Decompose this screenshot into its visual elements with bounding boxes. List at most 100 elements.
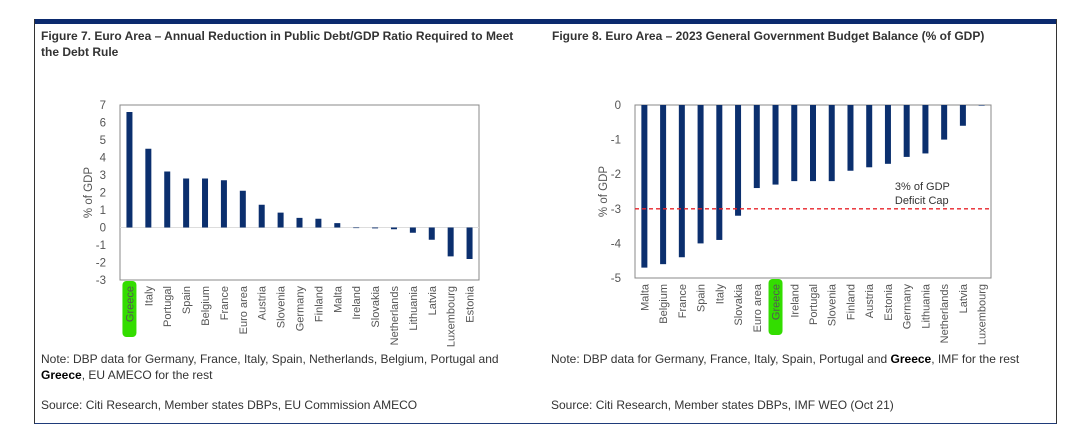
- chart1-y-tick-label: 0: [100, 223, 106, 235]
- chart2-x-tick-label: Latvia: [958, 283, 970, 313]
- chart1-bar-belgium: [202, 178, 209, 228]
- chart2-bar-malta: [641, 105, 648, 268]
- chart1-bar-portugal: [164, 171, 171, 228]
- chart2-note: Note: DBP data for Germany, France, Ital…: [551, 351, 1051, 367]
- chart1-x-tick-label: Estonia: [465, 285, 477, 323]
- chart2-x-tick-label: Finland: [845, 284, 857, 320]
- chart1-x-tick-label: Malta: [332, 285, 344, 313]
- chart1-title: Figure 7. Euro Area – Annual Reduction i…: [41, 29, 514, 59]
- chart2-bar-spain: [697, 105, 704, 244]
- chart2-y-tick-label: -2: [611, 169, 621, 181]
- chart1-x-tick-label: Luxembourg: [446, 286, 458, 347]
- chart2-bar-germany: [903, 105, 910, 157]
- chart1-source: Source: Citi Research, Member states DBP…: [41, 398, 418, 412]
- chart2-bar-netherlands: [941, 105, 948, 140]
- chart1-x-tick-label: Latvia: [427, 285, 439, 315]
- chart1-bar-slovenia: [277, 212, 284, 228]
- chart2-bar-ireland: [791, 105, 798, 182]
- chart2-x-tick-label: Austria: [864, 283, 876, 318]
- chart1-x-tick-label: France: [219, 286, 231, 320]
- chart2-x-tick-label: Slovenia: [827, 283, 839, 326]
- chart2-x-tick-label: Malta: [639, 283, 651, 311]
- chart1-bar-lithuania: [409, 227, 416, 233]
- chart1-y-tick-label: -3: [96, 275, 106, 287]
- chart2-bar-austria: [866, 105, 873, 168]
- chart2-bar-latvia: [959, 105, 966, 126]
- chart2-note-suffix: , IMF for the rest: [931, 352, 1020, 366]
- chart2-bar-euro-area: [753, 105, 760, 189]
- chart2-bar-france: [678, 105, 685, 258]
- chart2-x-tick-label: Estonia: [883, 283, 895, 321]
- chart1-bar-italy: [145, 148, 152, 228]
- chart1-x-tick-label: Finland: [313, 286, 325, 322]
- chart2-x-tick-label: Euro area: [752, 283, 764, 332]
- chart2-reference-label-line1: 3% of GDP: [895, 181, 950, 193]
- chart1-x-tick-label: Slovakia: [370, 285, 382, 327]
- chart1-bar-finland: [315, 218, 322, 228]
- chart2-note-bold: Greece: [890, 352, 932, 366]
- chart1-bar-france: [220, 180, 227, 228]
- chart1-x-tick-label: Portugal: [162, 286, 174, 327]
- chart2-x-tick-label: France: [677, 284, 689, 318]
- chart1-y-axis-label: % of GDP: [83, 167, 95, 218]
- chart1-x-tick-label: Spain: [181, 286, 193, 314]
- chart2-bar-finland: [847, 105, 854, 171]
- chart1-bar-germany: [296, 217, 303, 228]
- chart2-y-axis-label: % of GDP: [598, 166, 610, 217]
- chart2-x-tick-label: Netherlands: [939, 284, 951, 344]
- chart2-bar-lithuania: [922, 105, 929, 154]
- chart1-y-tick-label: -2: [96, 258, 106, 270]
- chart1-bar-estonia: [466, 227, 473, 259]
- chart2-x-tick-label: Greece: [771, 284, 783, 320]
- chart1-bar-ireland: [353, 227, 360, 229]
- chart1-note: Note: DBP data for Germany, France, Ital…: [41, 351, 531, 383]
- chart2-x-tick-label: Slovakia: [733, 283, 745, 325]
- chart1-note-prefix: Note: DBP data for Germany, France, Ital…: [41, 352, 499, 366]
- chart2-x-tick-label: Belgium: [658, 284, 670, 324]
- chart1-note-suffix: , EU AMECO for the rest: [81, 368, 213, 382]
- chart2-title: Figure 8. Euro Area – 2023 General Gover…: [552, 29, 985, 43]
- top-accent-bar: [34, 19, 1057, 24]
- chart1-svg: 7 6 5 4 3 2 1 0 -1 -2 -3 % of GDP Greece Italy Portuga…: [83, 100, 480, 347]
- chart1-y-tick-label: 2: [100, 188, 106, 200]
- chart1-bar-austria: [258, 204, 265, 228]
- chart2-bar-estonia: [884, 105, 891, 164]
- chart1-bar-slovakia: [372, 227, 379, 229]
- chart1-bar-spain: [183, 178, 190, 228]
- chart2-y-tick-label: -5: [611, 273, 621, 285]
- chart2-x-tick-label: Italy: [714, 284, 726, 305]
- chart1-x-tick-label: Germany: [295, 286, 307, 332]
- chart1-y-tick-label: 1: [100, 205, 106, 217]
- chart1-x-tick-label: Greece: [124, 286, 136, 322]
- chart1-x-tick-label: Netherlands: [389, 286, 401, 346]
- chart1-y-tick-label: 6: [100, 118, 106, 130]
- chart2-bar-greece: [772, 105, 779, 185]
- chart1-x-tick-label: Austria: [257, 285, 269, 320]
- chart1-y-tick-label: 7: [100, 100, 106, 112]
- chart2-x-tick-label: Lithuania: [920, 283, 932, 329]
- chart1-highlight-marker: [122, 281, 137, 337]
- chart2-bar-belgium: [660, 105, 667, 265]
- chart2-y-tick-label: -3: [611, 204, 621, 216]
- chart1-y-tick-label: 4: [100, 153, 107, 165]
- chart2-x-tick-label: Spain: [696, 284, 708, 312]
- figure-frame: [34, 19, 1057, 424]
- chart1-note-bold: Greece: [41, 368, 82, 382]
- chart2-highlight-marker: [768, 279, 783, 335]
- chart2-y-tick-label: 0: [615, 100, 621, 112]
- chart2-bar-portugal: [810, 105, 816, 182]
- chart1-bar-greece: [126, 112, 133, 228]
- chart1-plot-area: [119, 104, 480, 281]
- chart1-bar-netherlands: [390, 227, 397, 230]
- chart2-x-tick-label: Luxembourg: [977, 284, 989, 345]
- chart2-x-tick-label: Germany: [902, 284, 914, 330]
- chart2-y-tick-label: -1: [611, 135, 621, 147]
- chart1-x-tick-label: Slovenia: [276, 285, 288, 328]
- chart1-x-tick-label: Euro area: [238, 285, 250, 334]
- chart1-y-tick-label: -1: [96, 240, 106, 252]
- chart1-y-tick-label: 5: [100, 135, 106, 147]
- chart1-bar-euro-area: [239, 190, 246, 228]
- chart2-x-tick-label: Portugal: [808, 284, 820, 325]
- chart2-bar-luxembourg: [978, 105, 985, 106]
